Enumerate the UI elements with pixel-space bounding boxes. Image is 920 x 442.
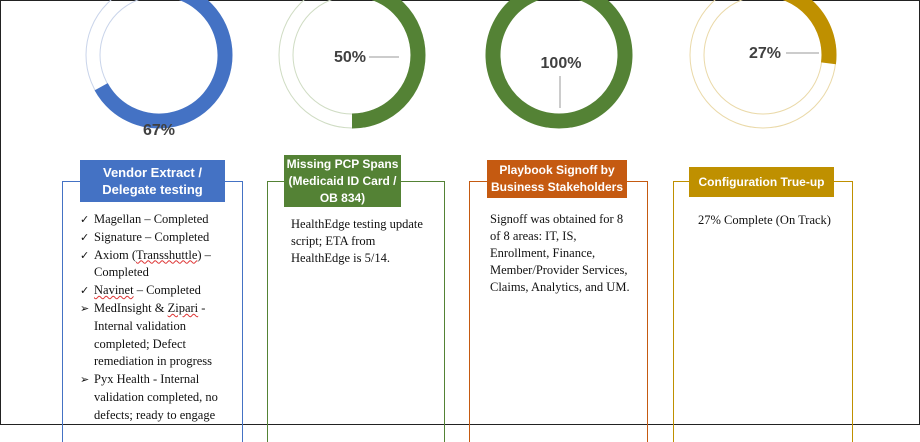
donut-vendor-extract: 67% — [72, 0, 247, 142]
list-item: ➢ MedInsight & Zipari - Internal validati… — [80, 300, 240, 371]
missing-pcp-text: HealthEdge testing update script; ETA fr… — [291, 217, 423, 265]
list-item-text: Signature – Completed — [94, 229, 210, 244]
check-icon: ✓ — [80, 213, 90, 226]
donut-playbook-signoff: 100% — [472, 0, 647, 142]
donut-missing-pcp: 50% — [265, 0, 440, 142]
list-item-text: Transshuttle — [136, 247, 198, 262]
check-icon: ✓ — [80, 230, 90, 244]
donut-configuration: 27% — [676, 0, 851, 142]
check-icon: ✓ — [80, 248, 90, 262]
arrow-bullet-icon: ➢ — [80, 373, 90, 387]
donut-arc — [351, 0, 426, 129]
list-item: ✓ Magellan – Completed — [80, 211, 240, 229]
list-item-text: - Internal validation completed; Defect … — [94, 300, 213, 369]
playbook-signoff-header: Playbook Signoff by Business Stakeholders — [487, 160, 627, 198]
list-item: ✓ Navinet – Completed — [80, 282, 240, 300]
vendor-extract-body: ✓ Magellan – Completed ✓ Signature – Comple… — [80, 211, 240, 425]
vendor-extract-header: Vendor Extract / Delegate testing — [80, 160, 225, 202]
list-item-text: Magellan – Completed — [94, 212, 209, 226]
list-item-text: Pyx Health - Internal validation complet… — [94, 372, 218, 422]
list-item: ➢ Pyx Health - Internal validation comple… — [80, 371, 240, 424]
donut-arc — [485, 0, 633, 129]
donut-arc — [782, 0, 837, 65]
list-item-text: – Completed — [133, 283, 201, 298]
arrow-bullet-icon: ➢ — [80, 301, 90, 315]
configuration-text: 27% Complete (On Track) — [698, 213, 831, 227]
configuration-header: Configuration True-up — [689, 167, 834, 197]
list-item-text: Navinet — [94, 283, 134, 298]
donut-label: 67% — [143, 122, 175, 139]
vendor-status-list: ✓ Magellan – Completed ✓ Signature – Comple… — [80, 211, 240, 425]
list-item-text: Zipari — [167, 300, 199, 315]
list-item-text: Axiom ( — [94, 247, 137, 262]
donut-arc — [94, 0, 233, 129]
list-item-text: MedInsight & — [94, 300, 168, 315]
donut-label: 27% — [749, 45, 781, 62]
check-icon: ✓ — [80, 284, 90, 298]
donut-label: 50% — [334, 49, 366, 66]
playbook-signoff-text: Signoff was obtained for 8 of 8 areas: I… — [490, 212, 630, 294]
list-item: ✓ Axiom (Transshuttle) – Completed — [80, 247, 240, 283]
list-item: ✓ Signature – Completed — [80, 229, 240, 247]
donut-label: 100% — [541, 55, 582, 72]
list-item-text: ) – Completed — [94, 247, 211, 280]
missing-pcp-header: Missing PCP Spans (Medicaid ID Card / OB 8… — [284, 155, 401, 207]
